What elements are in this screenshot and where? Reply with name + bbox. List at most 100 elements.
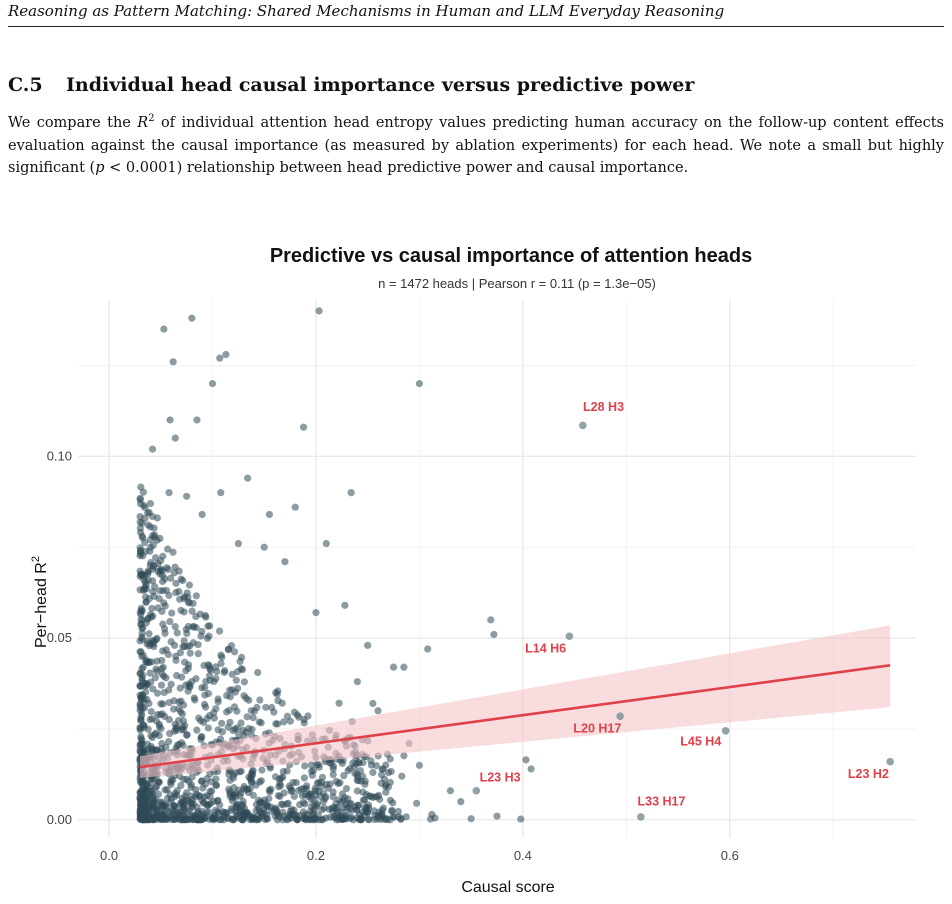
data-point [457,798,465,806]
data-point [235,731,243,739]
data-point [272,720,280,728]
data-point [316,792,324,800]
data-point [359,796,367,804]
data-point [172,656,180,664]
labeled-data-point [637,813,645,821]
data-point [175,813,184,821]
data-point [175,587,183,596]
data-point [527,765,535,773]
data-point [332,799,340,808]
data-point [487,616,495,624]
data-point [189,813,197,822]
data-point [138,532,146,540]
data-point [344,767,352,775]
data-point [250,707,259,715]
data-point [307,795,316,804]
data-point [216,816,224,824]
data-point [154,560,162,568]
data-point [343,804,351,812]
data-point [301,762,309,770]
data-point [313,779,322,787]
data-point [347,489,355,497]
data-point [178,673,186,681]
data-point [180,594,188,603]
data-point [169,548,177,556]
data-point [184,664,192,672]
data-point [318,806,326,814]
data-point [189,623,197,631]
data-point [156,587,164,595]
data-point [188,314,196,322]
data-point [247,778,255,786]
data-point [158,710,166,718]
data-point [349,759,357,767]
data-point [379,765,387,773]
data-point [275,783,283,791]
data-point [286,784,295,792]
data-point [342,784,351,793]
data-point [400,752,408,760]
data-point [146,669,154,677]
data-point [312,609,320,617]
data-point [214,695,222,703]
data-point [179,642,187,651]
p-symbol: p [95,160,105,176]
point-label: L33 H17 [638,794,686,808]
data-point [136,496,144,504]
paragraph-text: We compare the [8,115,138,131]
data-point [151,730,159,738]
data-point [212,775,220,783]
x-tick-label: 0.2 [307,848,325,863]
data-point [276,792,284,801]
data-point [257,798,265,807]
data-point [215,627,224,635]
data-point [297,785,305,793]
data-point [275,775,283,783]
data-point [181,813,190,822]
data-point [153,782,161,791]
data-point [261,816,269,824]
outlier-points [138,307,535,824]
data-point [286,717,294,725]
data-point [364,808,372,817]
paragraph-text: of individual attention head entropy val… [8,115,944,176]
data-point [146,499,155,508]
data-point [231,688,240,696]
data-point [242,694,250,702]
y-axis-label: Per−head R2 [30,556,50,648]
data-point [369,699,377,708]
data-point [137,606,145,615]
data-point [176,772,184,780]
data-point [145,630,153,638]
data-point [139,794,147,802]
data-point [296,801,304,809]
data-point [308,771,316,779]
data-point [248,770,257,778]
data-point [402,813,410,821]
data-point [139,691,147,699]
data-point [299,423,308,431]
confidence-band [140,625,891,779]
data-point [329,788,337,796]
data-point [193,416,201,424]
data-point [191,696,199,704]
data-point [265,794,273,803]
data-point [159,577,167,586]
data-point [151,531,159,539]
data-point [298,791,306,800]
data-point [182,625,190,634]
data-point [206,676,214,684]
data-point [212,663,220,671]
data-point [213,808,222,816]
data-point [192,785,200,794]
x-tick-label: 0.0 [100,848,118,863]
data-point [161,786,169,794]
data-point [300,715,308,724]
data-point [150,524,158,532]
data-point [141,571,149,580]
data-point [415,761,424,769]
data-point [265,510,273,519]
data-point [152,803,160,811]
data-point [388,807,396,815]
data-point [340,772,348,780]
